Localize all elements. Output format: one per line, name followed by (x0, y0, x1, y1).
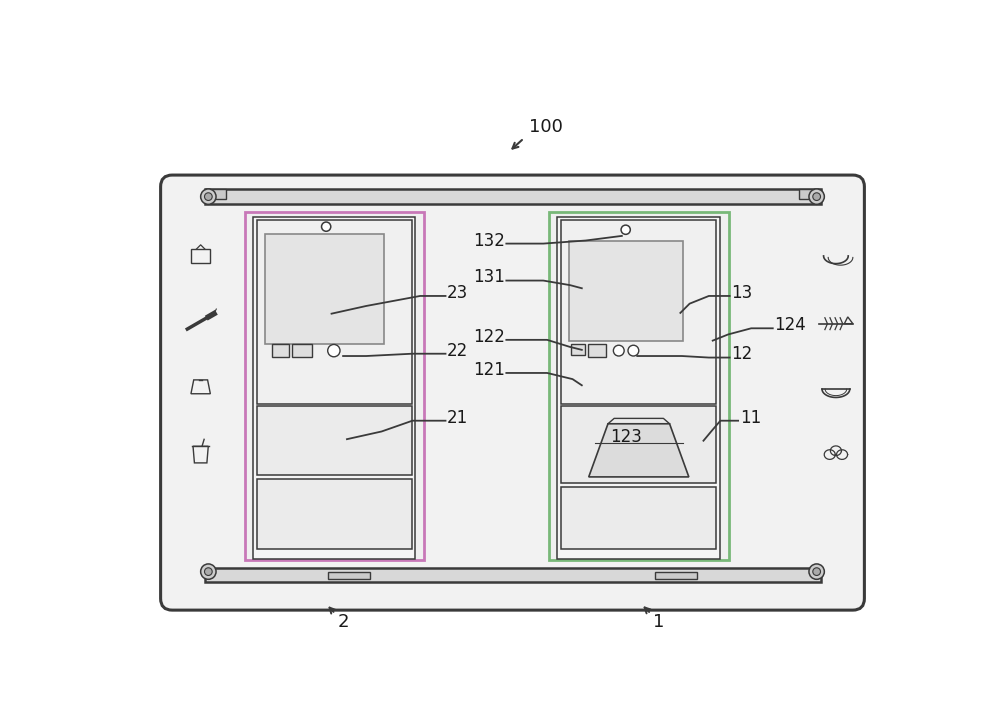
Bar (191, 249, 210, 263)
Bar (253, 218, 415, 559)
Bar (561, 221, 716, 404)
Text: 21: 21 (447, 409, 468, 427)
Circle shape (205, 193, 212, 200)
Circle shape (201, 189, 216, 204)
Text: 131: 131 (473, 268, 505, 286)
Bar (257, 479, 412, 549)
Polygon shape (589, 424, 689, 477)
FancyBboxPatch shape (161, 175, 864, 610)
Circle shape (328, 345, 340, 357)
Text: 2: 2 (337, 613, 349, 631)
Bar (272, 345, 289, 357)
Circle shape (628, 345, 639, 356)
Text: 11: 11 (740, 409, 761, 427)
Text: 100: 100 (529, 118, 563, 136)
Bar (265, 234, 384, 345)
Bar (569, 241, 683, 340)
Text: 124: 124 (774, 317, 806, 335)
Text: 1: 1 (653, 613, 664, 631)
Circle shape (201, 564, 216, 579)
Circle shape (813, 193, 821, 200)
Text: 121: 121 (473, 361, 505, 379)
Bar (571, 345, 585, 355)
Bar (205, 567, 820, 582)
Bar (655, 572, 697, 579)
Circle shape (621, 225, 630, 234)
Text: 23: 23 (447, 284, 468, 302)
Bar (549, 212, 729, 560)
Bar (799, 189, 820, 199)
Text: 13: 13 (731, 284, 752, 302)
Text: 122: 122 (473, 328, 505, 346)
Bar (588, 345, 606, 357)
Bar (245, 212, 424, 560)
Text: 123: 123 (611, 428, 642, 446)
Bar (257, 221, 412, 404)
Bar (292, 345, 312, 357)
Bar (561, 406, 716, 483)
Text: 132: 132 (473, 231, 505, 249)
Circle shape (613, 345, 624, 356)
Bar (257, 406, 412, 475)
Bar (557, 218, 720, 559)
Bar (205, 189, 820, 204)
Circle shape (809, 189, 824, 204)
Bar (561, 487, 716, 549)
Bar (328, 572, 370, 579)
Bar (205, 189, 226, 199)
Circle shape (809, 564, 824, 579)
Text: 22: 22 (447, 342, 468, 360)
Circle shape (813, 567, 821, 575)
Circle shape (205, 567, 212, 575)
Text: 12: 12 (731, 345, 752, 363)
Circle shape (322, 222, 331, 231)
